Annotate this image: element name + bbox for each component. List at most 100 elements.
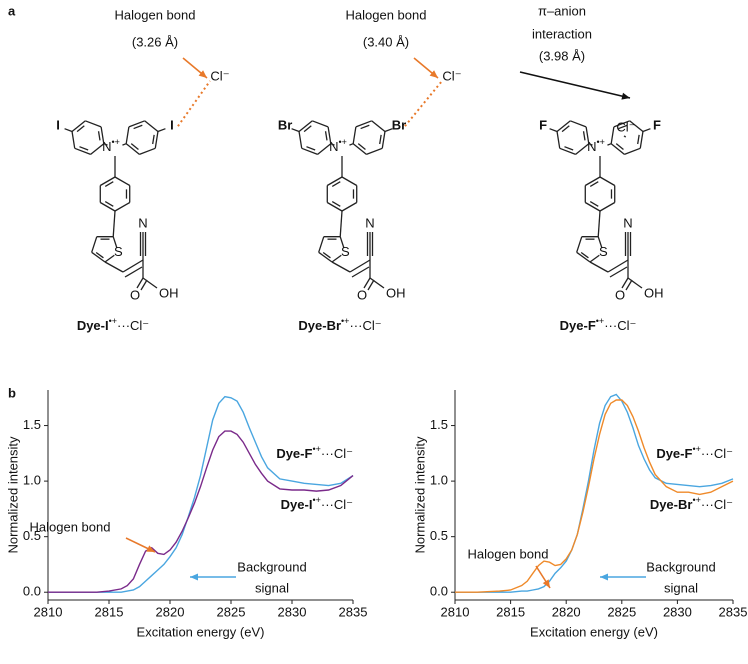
hydroxyl-label: OH [644, 285, 664, 300]
bond [597, 236, 603, 248]
arrow [519, 71, 631, 99]
arrow-head [600, 573, 608, 581]
bond [610, 143, 625, 155]
legend-entry-part: •+ [692, 444, 700, 454]
halogen-label: F [539, 118, 547, 133]
bond [556, 120, 571, 133]
bond [597, 210, 601, 237]
bond [607, 143, 612, 146]
sulfur-label: S [599, 244, 608, 259]
bond [331, 201, 341, 207]
bond [561, 125, 570, 133]
bond [369, 277, 385, 289]
series-line [48, 395, 354, 593]
bond [326, 201, 343, 212]
x-axis-title: Excitation energy (eV) [137, 624, 265, 639]
sulfur-label: S [341, 244, 350, 259]
bond [140, 279, 148, 291]
bond [327, 126, 332, 144]
bond [639, 131, 644, 149]
halogen-label: F [653, 118, 661, 133]
series-line [455, 399, 734, 593]
bond [615, 143, 624, 150]
structure-label: Dye-F•+···Cl⁻ [560, 316, 637, 333]
bond [589, 181, 599, 187]
bond [76, 125, 85, 133]
bond [301, 147, 318, 156]
series-line [455, 393, 734, 593]
bond [85, 120, 102, 128]
bond [330, 143, 335, 146]
annotation: interaction [532, 26, 592, 41]
x-tick-label: 2830 [278, 604, 307, 619]
bond [341, 176, 358, 187]
bond [136, 277, 144, 289]
nitrogen-label: N•+ [102, 137, 120, 154]
x-tick-label: 2810 [441, 604, 470, 619]
bond [607, 259, 629, 273]
anion-label: Cl⁻ [442, 68, 461, 83]
bond [352, 143, 367, 155]
bond [64, 128, 73, 133]
annotation: Halogen bond [30, 519, 111, 534]
legend-entry: Dye-I•+···Cl⁻ [281, 495, 353, 512]
legend-entry-part: Dye-F [656, 446, 692, 461]
bond [291, 128, 300, 133]
bond [559, 147, 576, 156]
bond [303, 125, 312, 133]
bond [564, 146, 574, 151]
bond [306, 146, 316, 151]
x-tick-label: 2835 [339, 604, 368, 619]
legend-entry-part: ···Cl⁻ [321, 446, 353, 461]
bond [349, 143, 354, 146]
arrow-head [198, 70, 207, 78]
bond [124, 266, 143, 278]
legend-entry-part: ···Cl⁻ [321, 497, 353, 512]
bond [326, 176, 343, 187]
anion-label: Cl⁻ [616, 119, 635, 134]
annotation: (3.26 Å) [132, 34, 178, 49]
halogen-label: I [56, 118, 60, 133]
bond [613, 120, 630, 128]
bond [371, 120, 386, 133]
bond [99, 201, 116, 212]
legend-entry: Dye-F•+···Cl⁻ [656, 444, 733, 461]
legend-entry: Dye-Br•+···Cl⁻ [650, 495, 733, 512]
structure-label-part: ···Cl⁻ [349, 318, 381, 333]
bond [584, 201, 601, 212]
bond [360, 124, 370, 130]
bond [104, 261, 124, 273]
x-axis-title: Excitation energy (eV) [530, 624, 658, 639]
bond [157, 128, 166, 133]
arrow-head [429, 70, 438, 78]
bond [609, 266, 628, 278]
structure-label-part: Dye-F [560, 318, 596, 333]
bond [95, 251, 104, 259]
bond [317, 143, 332, 155]
halogen-bond [404, 80, 443, 127]
bond [618, 124, 628, 130]
bond [331, 181, 341, 187]
legend-entry-part: Dye-Br [650, 497, 693, 512]
bond [584, 176, 601, 187]
bond [357, 143, 366, 150]
series-line [48, 430, 354, 593]
structure-label-part: •+ [596, 316, 604, 326]
nitrogen-label: N•+ [587, 137, 605, 154]
annotation: Halogen bond [346, 7, 427, 22]
bond [367, 279, 375, 291]
bond [381, 131, 386, 149]
legend-entry-part: •+ [692, 495, 700, 505]
annotation: signal [255, 580, 289, 595]
structure-label-part: ···Cl⁻ [117, 318, 149, 333]
legend-entry-part: Dye-F [276, 446, 312, 461]
bond [133, 124, 143, 130]
x-tick-label: 2815 [95, 604, 124, 619]
annotation: π–anion [538, 3, 586, 18]
panel-label: a [8, 3, 16, 18]
annotation: Halogen bond [115, 7, 196, 22]
bond [71, 120, 86, 133]
bond [122, 143, 127, 146]
bond [104, 254, 115, 263]
